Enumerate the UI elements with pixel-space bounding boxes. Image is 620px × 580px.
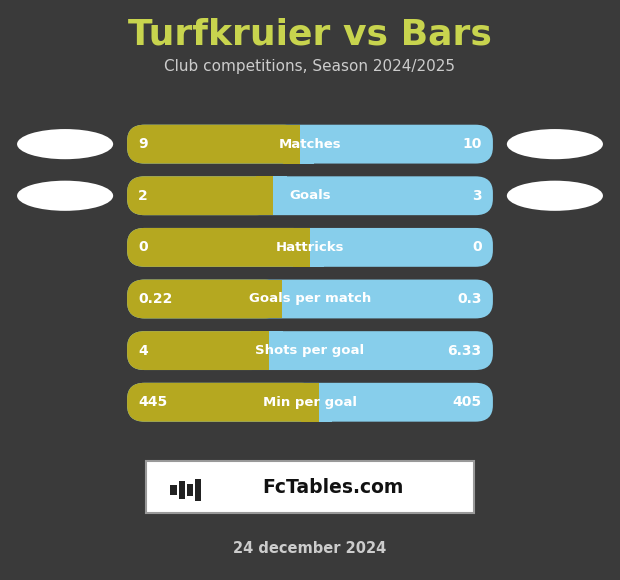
Text: 445: 445 — [138, 395, 167, 409]
FancyBboxPatch shape — [301, 383, 327, 422]
FancyBboxPatch shape — [310, 228, 324, 267]
Text: Min per goal: Min per goal — [263, 396, 357, 409]
Text: Hattricks: Hattricks — [276, 241, 344, 254]
Ellipse shape — [17, 180, 113, 211]
FancyBboxPatch shape — [127, 176, 493, 215]
FancyBboxPatch shape — [127, 331, 493, 370]
FancyBboxPatch shape — [282, 280, 296, 318]
Text: 0.22: 0.22 — [138, 292, 172, 306]
Text: Shots per goal: Shots per goal — [255, 344, 365, 357]
Text: Turfkruier vs Bars: Turfkruier vs Bars — [128, 18, 492, 52]
FancyBboxPatch shape — [127, 383, 493, 422]
FancyBboxPatch shape — [127, 383, 319, 422]
Ellipse shape — [507, 129, 603, 160]
FancyBboxPatch shape — [127, 280, 282, 318]
Ellipse shape — [507, 180, 603, 211]
FancyBboxPatch shape — [127, 125, 493, 164]
Text: 0.3: 0.3 — [457, 292, 482, 306]
Text: 0: 0 — [472, 240, 482, 255]
FancyBboxPatch shape — [170, 485, 177, 495]
Text: 10: 10 — [463, 137, 482, 151]
Text: 6.33: 6.33 — [448, 343, 482, 358]
FancyBboxPatch shape — [127, 331, 268, 370]
Text: Matches: Matches — [278, 137, 342, 151]
FancyBboxPatch shape — [265, 280, 291, 318]
FancyBboxPatch shape — [273, 176, 287, 215]
Text: 0: 0 — [138, 240, 148, 255]
Text: 24 december 2024: 24 december 2024 — [233, 541, 387, 556]
FancyBboxPatch shape — [127, 176, 273, 215]
Ellipse shape — [17, 129, 113, 160]
FancyBboxPatch shape — [179, 481, 185, 499]
FancyBboxPatch shape — [256, 176, 282, 215]
Text: Goals: Goals — [289, 189, 331, 202]
Text: 3: 3 — [472, 188, 482, 203]
FancyBboxPatch shape — [146, 461, 474, 513]
FancyBboxPatch shape — [268, 331, 283, 370]
Text: 405: 405 — [453, 395, 482, 409]
Text: FcTables.com: FcTables.com — [262, 478, 404, 496]
Text: Goals per match: Goals per match — [249, 292, 371, 306]
FancyBboxPatch shape — [127, 280, 493, 318]
FancyBboxPatch shape — [127, 125, 300, 164]
Text: 4: 4 — [138, 343, 148, 358]
Text: Club competitions, Season 2024/2025: Club competitions, Season 2024/2025 — [164, 59, 456, 74]
FancyBboxPatch shape — [187, 484, 193, 496]
FancyBboxPatch shape — [251, 331, 277, 370]
FancyBboxPatch shape — [127, 228, 493, 267]
FancyBboxPatch shape — [319, 383, 332, 422]
FancyBboxPatch shape — [283, 125, 309, 164]
FancyBboxPatch shape — [127, 228, 310, 267]
Text: 2: 2 — [138, 188, 148, 203]
FancyBboxPatch shape — [195, 479, 201, 501]
FancyBboxPatch shape — [293, 228, 319, 267]
FancyBboxPatch shape — [300, 125, 314, 164]
Text: 9: 9 — [138, 137, 148, 151]
